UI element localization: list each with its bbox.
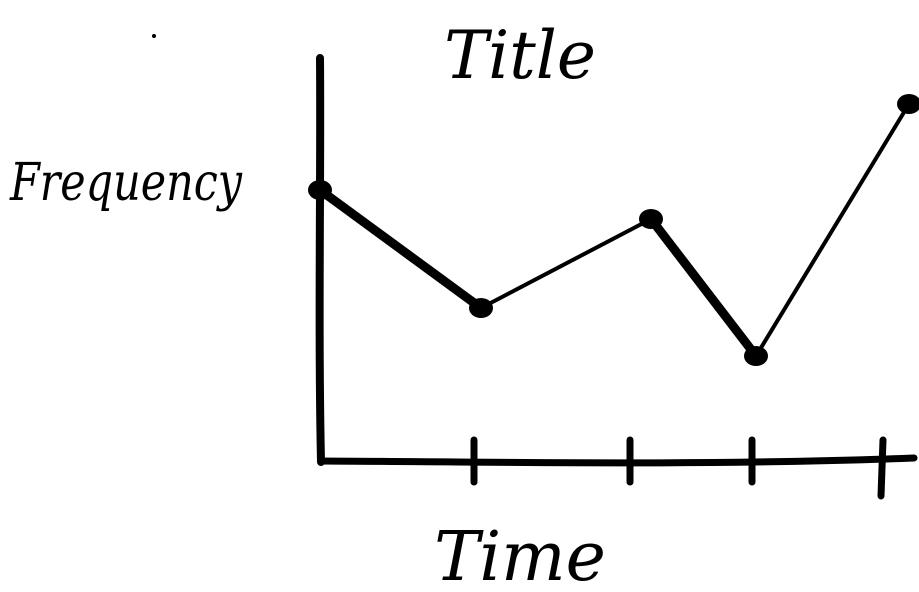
series-segment <box>479 217 653 310</box>
stray-ink-dot <box>152 34 156 38</box>
data-point <box>469 298 493 318</box>
series-segment <box>754 102 911 358</box>
chart-title: Title <box>444 17 596 94</box>
data-point <box>639 209 663 229</box>
series-segment <box>315 185 486 313</box>
x-axis-label: Time <box>434 518 606 592</box>
x-axis-line <box>317 454 918 467</box>
axes <box>315 54 918 467</box>
x-tick <box>877 436 887 500</box>
series-segment <box>646 214 761 361</box>
data-point <box>308 180 332 200</box>
y-axis-label: Frequency <box>9 153 242 213</box>
x-ticks <box>470 436 887 500</box>
y-axis-line <box>315 54 325 466</box>
data-point <box>744 346 768 366</box>
data-point <box>897 94 919 114</box>
data-series <box>308 94 919 366</box>
